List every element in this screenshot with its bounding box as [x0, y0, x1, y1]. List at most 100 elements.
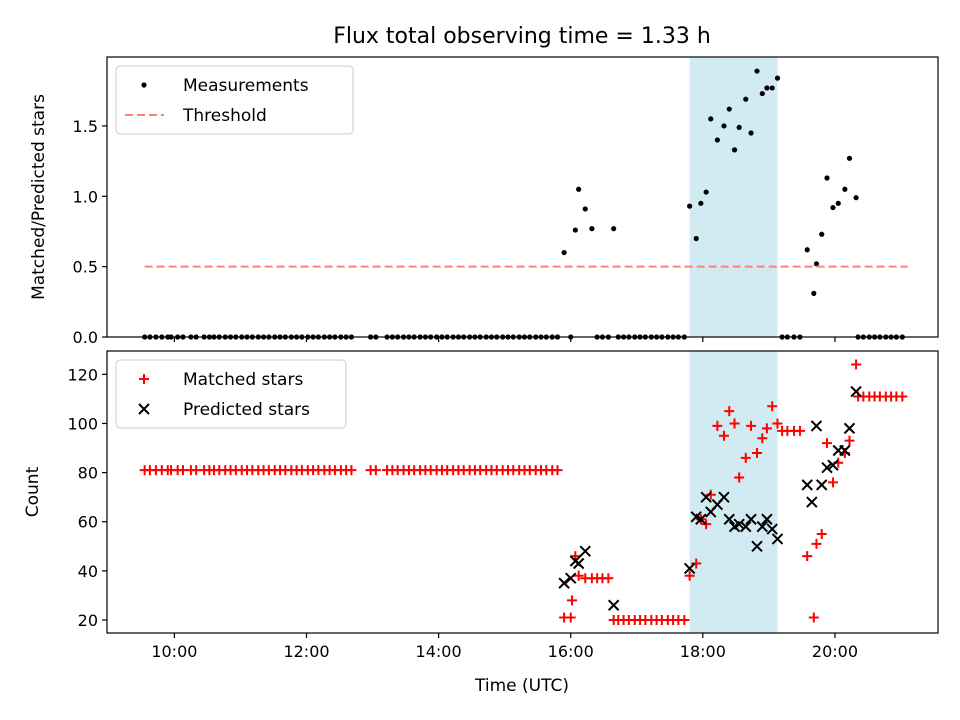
matched-stars-point: [346, 465, 357, 476]
y-tick-label: 1.5: [73, 117, 98, 136]
predicted-stars-point: [771, 533, 784, 545]
measurements-point: [743, 96, 749, 102]
matched-stars-point: [757, 433, 768, 444]
legend-box: [115, 65, 354, 135]
matched-stars-legend-label: Matched stars: [183, 370, 303, 390]
threshold-legend-label: Threshold: [182, 106, 267, 126]
measurements-point: [804, 247, 810, 253]
chart-title: Flux total observing time = 1.33 h: [333, 24, 711, 49]
predicted-stars-point: [745, 513, 757, 525]
matched-stars-point: [844, 435, 855, 446]
observing-window-span: [689, 351, 778, 633]
matched-stars-point: [794, 425, 805, 436]
predicted-stars-point: [761, 513, 773, 525]
measurements-point: [759, 90, 765, 97]
measurements-point: [687, 203, 693, 209]
count-x-ticks: 10:00 12:00 14:00 16:00 18:00 20:00: [151, 633, 858, 661]
matched-stars-point: [746, 420, 757, 431]
predicted-stars-point: [839, 444, 851, 457]
x-tick-label: 16:00: [548, 642, 594, 661]
matched-stars-point: [603, 573, 614, 584]
measurements-point: [842, 186, 848, 192]
predicted-stars-point: [850, 385, 862, 398]
ratio-y-axis-label: Matched/Predicted stars: [29, 94, 49, 300]
x-tick-label: 10:00: [151, 642, 197, 661]
predicted-stars-point: [751, 540, 763, 552]
y-tick-label: 80: [78, 464, 98, 483]
measurements-legend-label: Measurements: [183, 76, 309, 96]
predicted-stars-point: [843, 422, 856, 435]
predicted-stars-point: [806, 496, 818, 508]
matched-stars-point: [897, 391, 908, 402]
matched-stars-point: [712, 420, 723, 431]
predicted-stars-point: [827, 459, 839, 471]
matched-stars-point: [772, 418, 783, 429]
legend-box: [115, 359, 347, 429]
predicted-stars-point: [572, 557, 585, 570]
matched-stars-point: [691, 558, 702, 569]
predicted-stars-point: [821, 461, 833, 474]
ratio-y-ticks: 0.0 0.5 1.0 1.5: [73, 117, 107, 347]
predicted-stars-point: [733, 518, 745, 530]
measurements-point: [576, 186, 582, 192]
predicted-stars-point: [579, 545, 591, 557]
matched-stars-point: [734, 472, 745, 483]
count-axes-frame: [106, 350, 939, 634]
ratio-x-ticks: [173, 337, 836, 342]
matched-stars-point: [729, 418, 740, 429]
measurements-point: [748, 130, 754, 136]
measurements-point: [703, 189, 709, 195]
count-y-ticks: 20 40 60 80 100 120: [67, 365, 107, 630]
x-tick-label: 20:00: [812, 642, 858, 661]
y-tick-label: 20: [78, 611, 98, 630]
matched-stars-point: [761, 423, 772, 434]
measurements-point: [561, 249, 567, 256]
measurements-point: [813, 261, 820, 267]
count-y-axis-label: Count: [23, 466, 43, 517]
measurements-point: [774, 75, 781, 81]
measurements-point: [811, 290, 817, 296]
measurements-legend-marker: [141, 82, 147, 88]
measurements-point: [589, 226, 595, 232]
predicted-stars-point: [558, 577, 570, 589]
predicted-stars-point: [700, 491, 712, 503]
predicted-stars-point: [607, 599, 620, 611]
ratio-panel: 0.0 0.5 1.0 1.5 Matched/Predicted stars Mea…: [29, 56, 939, 347]
predicted-stars-point: [766, 523, 778, 535]
matched-stars-point: [851, 359, 862, 370]
predicted-stars-legend-label: Predicted stars: [183, 400, 310, 420]
measurements-point: [830, 204, 836, 211]
measurements-point: [721, 123, 727, 129]
predicted-stars-point: [695, 513, 707, 525]
x-tick-label: 14:00: [416, 642, 462, 661]
count-plot-area: [139, 359, 908, 625]
measurements-point: [611, 226, 617, 232]
ratio-legend: Measurements Threshold: [115, 65, 354, 135]
measurements-point: [736, 124, 742, 130]
predicted-stars-point: [756, 520, 768, 533]
matched-stars-point: [816, 529, 827, 540]
matched-stars-point: [573, 570, 584, 581]
matched-stars-point: [811, 538, 822, 549]
ratio-axes-frame: [106, 56, 939, 338]
x-tick-label: 18:00: [680, 642, 726, 661]
predicted-stars-point: [810, 420, 823, 432]
y-tick-label: 120: [67, 365, 98, 384]
matched-stars-point: [701, 519, 712, 530]
predicted-stars-legend-marker: [138, 403, 150, 415]
y-tick-label: 1.0: [73, 187, 98, 206]
matched-stars-point: [718, 430, 729, 441]
matched-stars-point: [724, 406, 735, 417]
measurements-point: [708, 116, 714, 122]
matched-stars-point: [827, 477, 838, 488]
predicted-stars-point: [740, 520, 752, 533]
measurements-point: [846, 155, 853, 161]
measurements-point: [582, 206, 588, 212]
measurements-point: [824, 175, 830, 181]
measurements-point: [764, 85, 770, 91]
measurements-point: [853, 195, 859, 201]
predicted-stars-point: [816, 479, 828, 491]
matched-stars-point: [567, 595, 578, 606]
y-tick-label: 0.5: [73, 258, 98, 277]
y-tick-label: 0.0: [73, 328, 98, 347]
